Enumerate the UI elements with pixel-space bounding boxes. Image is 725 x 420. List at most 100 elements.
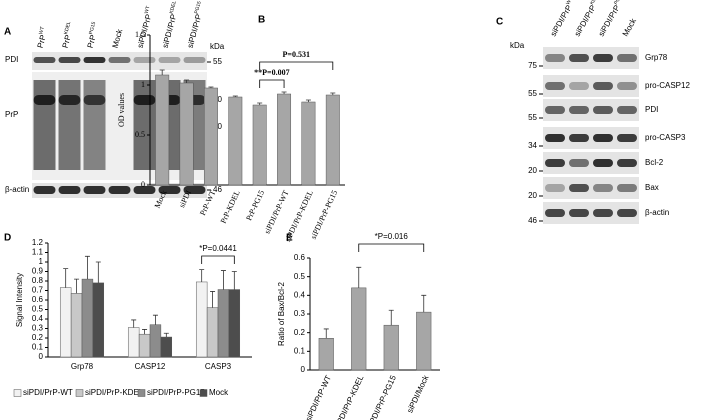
label-base: PrP (36, 34, 48, 49)
y-tick-label: 0.9 (32, 267, 44, 276)
y-tick-label: 0.5 (294, 272, 306, 281)
significance-bracket (358, 243, 425, 252)
blot-band (83, 186, 106, 194)
marker-label: 46 (528, 216, 537, 225)
blot-band (617, 209, 637, 217)
blot-band (593, 106, 613, 114)
blot-band (58, 186, 81, 194)
blot-membrane (543, 47, 639, 69)
significance-bracket (259, 79, 285, 88)
y-axis-label: Signal Intensity (15, 273, 24, 327)
marker-label: 34 (528, 141, 537, 150)
error-bar (159, 69, 165, 75)
blot-band (545, 209, 565, 217)
y-tick-label: 1.1 (32, 248, 44, 257)
legend-label: siPDI/PrP-WT (23, 388, 73, 397)
error-bar (210, 291, 216, 308)
blot-band (617, 134, 637, 142)
x-tick-label: CASP12 (135, 362, 166, 371)
annotation: **P=0.007 (254, 68, 289, 77)
bar (277, 93, 292, 186)
panel-letter: B (258, 15, 265, 26)
marker-label: 20 (528, 191, 537, 200)
blot-band (569, 82, 589, 90)
row-label: PDI (5, 55, 18, 64)
blot-band (617, 159, 637, 167)
bar (92, 282, 105, 358)
y-axis-label: Ratio of Bax/Bcl-2 (277, 281, 286, 346)
bar (351, 287, 367, 371)
blot-band (108, 186, 131, 194)
bar (217, 289, 230, 358)
bar (383, 324, 399, 371)
blot-membrane (543, 99, 639, 121)
y-tick-label: 1.2 (32, 238, 44, 247)
blot-band (569, 134, 589, 142)
bar (81, 278, 94, 358)
blot-smear (33, 80, 56, 170)
blot-band (545, 159, 565, 167)
label-sup: KDEL (589, 0, 601, 6)
annotation: *P=0.016 (375, 232, 409, 241)
error-bar (84, 255, 90, 280)
blot-band (545, 184, 565, 192)
blot-band (133, 57, 156, 63)
bar (195, 281, 208, 358)
x-tick-label: Grp78 (71, 362, 94, 371)
blot-membrane (543, 202, 639, 224)
panel-letter: A (4, 27, 11, 38)
legend-label: Mock (209, 388, 229, 397)
blot-band (183, 57, 206, 63)
marker-label: 46 (213, 185, 222, 194)
error-bar (208, 86, 214, 88)
label-sup: PG15 (613, 0, 625, 6)
bar (228, 96, 243, 186)
unit-label: kDa (510, 41, 525, 50)
y-tick-label: 0.3 (32, 324, 44, 333)
error-bar (281, 91, 287, 94)
error-bar (152, 314, 158, 325)
blot-band (33, 95, 56, 105)
blot-band (545, 134, 565, 142)
blot-smear (133, 80, 156, 170)
column-label: PrPWT (35, 26, 50, 49)
blot-band (83, 95, 106, 105)
significance-bracket (201, 255, 235, 264)
unit-label: kDa (210, 42, 225, 51)
legend-swatch (199, 389, 208, 397)
label-base: PrP (61, 34, 73, 49)
blot-band (617, 106, 637, 114)
label-sup: KDEL (63, 21, 72, 35)
y-tick-label: 1.5 (135, 30, 145, 39)
annotation: P=0.531 (283, 50, 310, 59)
bar (138, 333, 151, 358)
blot-band (569, 54, 589, 62)
blot-band (569, 209, 589, 217)
blot-band (617, 54, 637, 62)
bar (206, 307, 219, 358)
blot-band (158, 57, 181, 63)
blot-band (83, 57, 106, 63)
error-bar (63, 268, 69, 288)
blot-band (33, 186, 56, 194)
column-label: PrPKDEL (60, 21, 76, 49)
marker-label: 55 (213, 57, 222, 66)
annotation: *P=0.0441 (199, 244, 237, 253)
blot-membrane (543, 177, 639, 199)
blot-membrane (543, 152, 639, 174)
row-label: β-actin (5, 185, 29, 194)
error-bar (199, 269, 205, 282)
row-label: pro-CASP12 (645, 81, 690, 90)
blot-band (133, 186, 156, 194)
marker-label: 75 (528, 61, 537, 70)
legend-label: siPDI/PrP-KDEL (85, 388, 144, 397)
blot-band (545, 106, 565, 114)
blot-band (545, 54, 565, 62)
y-tick-label: 0.8 (32, 276, 44, 285)
y-tick-label: 0 (301, 365, 306, 374)
blot-band (593, 134, 613, 142)
panel-letter: E (286, 233, 293, 244)
bar (59, 287, 72, 358)
bar (149, 324, 162, 358)
